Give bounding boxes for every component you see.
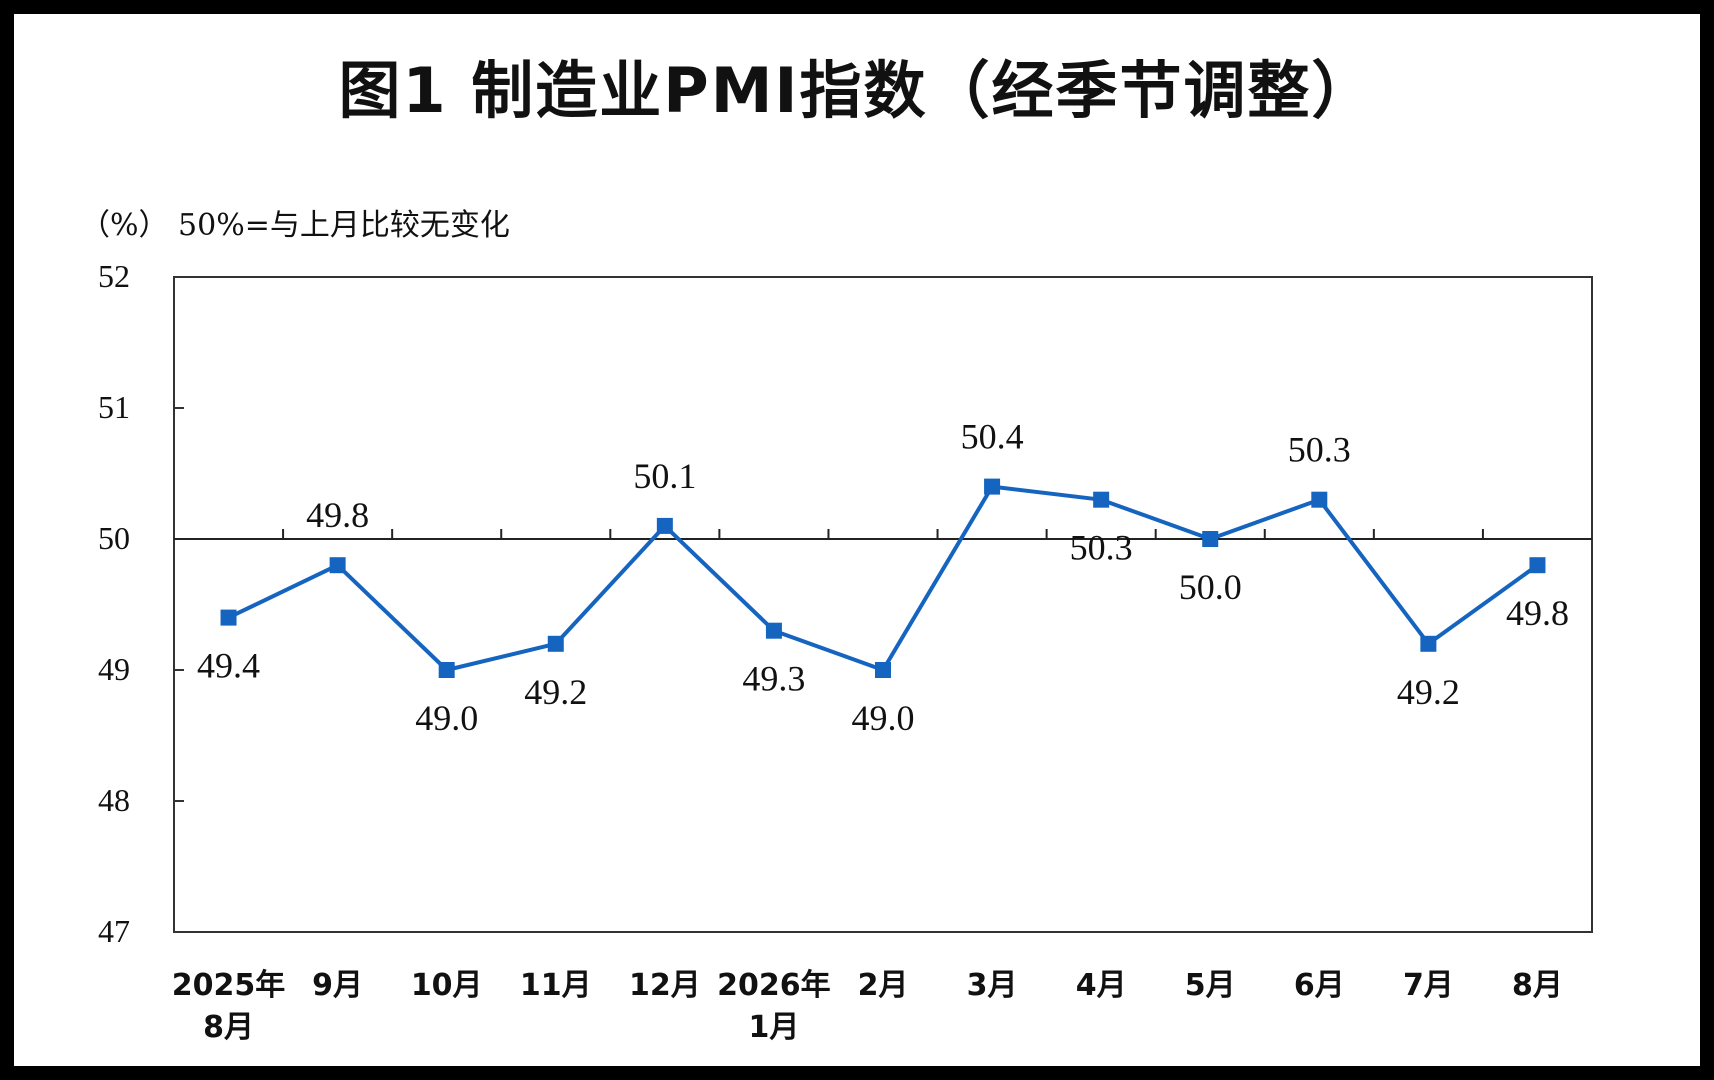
data-label: 50.3 [1070,528,1133,568]
x-tick-label: 4月 [1076,968,1127,1003]
data-point [1311,491,1328,508]
x-tick-label: 8月 [1512,968,1563,1003]
data-label: 50.4 [961,417,1024,457]
x-tick-label: 3月 [967,968,1018,1003]
data-label: 49.0 [415,698,478,738]
data-labels: 49.4 49.8 49.0 49.2 50.1 49.3 49.0 50.4 50.3 50.0… [197,417,1569,738]
data-label: 49.8 [306,495,369,535]
data-point [984,478,1001,495]
data-label: 50.0 [1179,567,1242,607]
data-point [875,662,891,678]
y-tick-label: 52 [98,258,130,294]
data-label: 49.2 [1397,672,1460,712]
y-tick-label: 47 [98,913,130,949]
axes [173,276,1593,933]
data-label: 49.4 [197,646,260,686]
data-label: 50.1 [633,456,696,496]
data-point [656,517,673,534]
x-tick-label: 7月 [1403,968,1454,1003]
x-tick-label: 2026年 [717,968,831,1003]
data-label: 49.0 [852,698,915,738]
data-points [220,478,1546,678]
y-tick-label: 48 [98,782,130,818]
series-line [227,484,1539,672]
x-tick-labels: 2025年 8月 9月 10月 11月 12月 2026年 1月 2月 3月 4月 5月 6月 7月 8月 [172,968,1563,1045]
data-point [1202,531,1219,547]
plot-border [173,276,1593,933]
data-point [220,609,237,626]
unit-note: （%） 50%=与上月比较无变化 [80,208,510,243]
x-tick-label: 6月 [1294,968,1345,1003]
chart-title: 图1 制造业PMI指数（经季节调整） [338,54,1376,127]
data-label: 49.3 [742,659,805,699]
data-point [1093,491,1110,508]
y-tick-label: 50 [98,520,130,556]
series-line-group [227,484,1539,672]
y-tick-label: 49 [98,651,130,687]
data-point [329,557,346,574]
data-point [1420,635,1437,652]
x-tick-label: 12月 [629,968,701,1003]
data-label: 50.3 [1288,430,1351,470]
y-tick-label: 51 [98,389,130,425]
x-tick-label: 2025年 [172,968,286,1003]
data-point [438,662,455,678]
x-tick-label: 8月 [203,1010,254,1045]
data-point [1529,557,1546,574]
x-tick-label: 11月 [520,968,592,1003]
data-label: 49.2 [524,672,587,712]
data-point [547,635,564,652]
x-tick-label: 10月 [411,968,483,1003]
data-label: 49.8 [1506,593,1569,633]
y-tick-labels: 47 48 49 50 51 52 [98,258,130,949]
x-tick-label: 5月 [1185,968,1236,1003]
data-point [765,622,782,639]
x-tick-label: 2月 [858,968,909,1003]
x-tick-label: 1月 [748,1010,799,1045]
x-tick-label: 9月 [312,968,363,1003]
